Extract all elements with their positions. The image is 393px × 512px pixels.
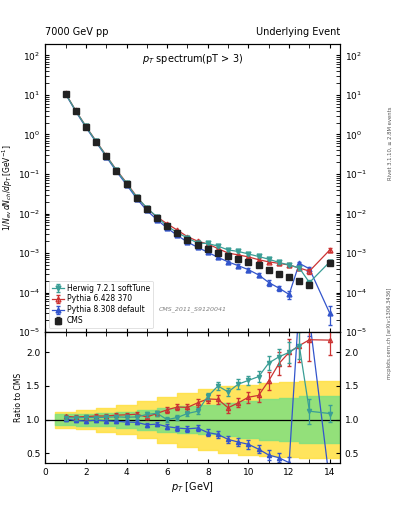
Text: 7000 GeV pp: 7000 GeV pp [45,27,109,37]
Text: mcplots.cern.ch [arXiv:1306.3436]: mcplots.cern.ch [arXiv:1306.3436] [387,287,392,378]
Text: Underlying Event: Underlying Event [256,27,340,37]
Legend: Herwig 7.2.1 softTune, Pythia 6.428 370, Pythia 8.308 default, CMS: Herwig 7.2.1 softTune, Pythia 6.428 370,… [49,281,153,328]
X-axis label: $p_T$ [GeV]: $p_T$ [GeV] [171,480,214,494]
Text: Rivet 3.1.10, ≥ 2.8M events: Rivet 3.1.10, ≥ 2.8M events [387,106,392,180]
Y-axis label: Ratio to CMS: Ratio to CMS [14,373,23,422]
Text: $p_T$ spectrum(pT > 3): $p_T$ spectrum(pT > 3) [142,52,243,66]
Text: CMS_2011_S9120041: CMS_2011_S9120041 [158,306,227,312]
Y-axis label: $1/N_{ev}\, dN_{ch}/dp_T\, [\mathrm{GeV}^{-1}]$: $1/N_{ev}\, dN_{ch}/dp_T\, [\mathrm{GeV}… [1,144,15,231]
